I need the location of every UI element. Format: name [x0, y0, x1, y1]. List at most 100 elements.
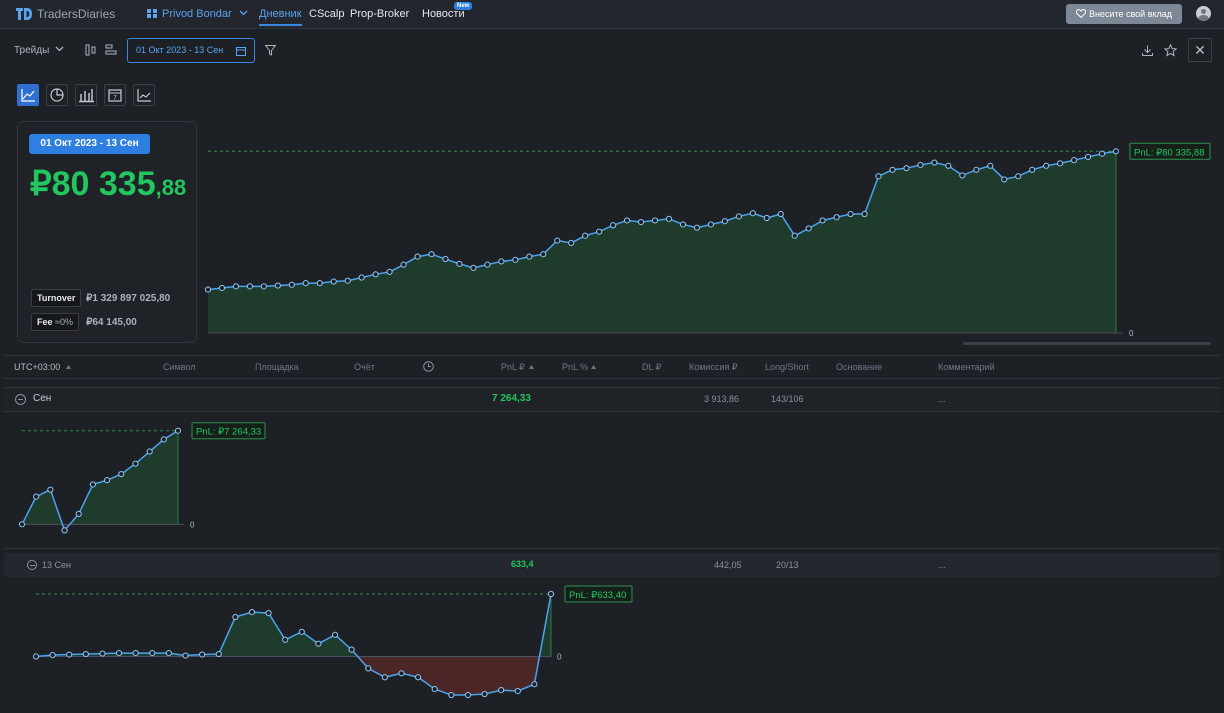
compare-chart-button[interactable]	[133, 84, 155, 106]
data-point[interactable]	[721, 218, 728, 225]
data-point[interactable]	[89, 481, 97, 488]
data-point[interactable]	[623, 217, 631, 224]
data-point[interactable]	[456, 260, 463, 267]
pnl-chart[interactable]: PnL: ₽80 335,88 0	[200, 118, 1220, 350]
data-point[interactable]	[540, 251, 547, 258]
data-point[interactable]	[917, 161, 924, 169]
data-point[interactable]	[315, 640, 322, 647]
data-point[interactable]	[386, 268, 393, 275]
data-point[interactable]	[358, 274, 365, 281]
data-point[interactable]	[232, 613, 239, 621]
data-point[interactable]	[973, 166, 980, 173]
data-point[interactable]	[481, 690, 488, 698]
data-point[interactable]	[372, 271, 379, 278]
data-point[interactable]	[1084, 153, 1092, 161]
data-point[interactable]	[204, 286, 212, 293]
data-point[interactable]	[735, 213, 742, 220]
data-point[interactable]	[1070, 157, 1078, 164]
data-point[interactable]	[651, 217, 659, 224]
data-point[interactable]	[833, 214, 840, 221]
data-point[interactable]	[959, 172, 966, 179]
data-point[interactable]	[547, 590, 555, 598]
nav-diary[interactable]: Дневник	[259, 8, 302, 26]
data-point[interactable]	[1001, 176, 1008, 183]
filter-icon[interactable]	[265, 45, 276, 56]
col-commission[interactable]: Комиссия ₽	[689, 362, 738, 372]
data-point[interactable]	[777, 210, 784, 218]
download-icon[interactable]	[1142, 45, 1153, 56]
data-point[interactable]	[302, 280, 309, 287]
data-point[interactable]	[331, 631, 339, 638]
data-point[interactable]	[945, 162, 952, 169]
data-point[interactable]	[861, 210, 868, 218]
star-icon[interactable]	[1164, 44, 1177, 57]
data-point[interactable]	[484, 261, 491, 268]
data-point[interactable]	[215, 650, 222, 658]
data-point[interactable]	[431, 686, 438, 693]
data-point[interactable]	[637, 218, 645, 226]
data-point[interactable]	[498, 258, 505, 265]
data-point[interactable]	[146, 448, 153, 455]
data-point[interactable]	[498, 687, 505, 694]
day-pnl-chart[interactable]: PnL: ₽633,40 0	[4, 580, 704, 710]
data-point[interactable]	[903, 165, 910, 172]
data-point[interactable]	[246, 283, 254, 290]
col-timezone[interactable]: UTC+03:00	[14, 362, 61, 372]
donate-button[interactable]: Внесите свой вклад	[1066, 4, 1182, 24]
data-point[interactable]	[464, 691, 472, 699]
col-pnl-rub[interactable]: PnL ₽	[501, 362, 525, 372]
avatar[interactable]	[1196, 6, 1211, 21]
table-row[interactable]	[4, 387, 1220, 412]
collapse-icon[interactable]	[15, 394, 26, 405]
data-point[interactable]	[514, 687, 521, 695]
data-point[interactable]	[103, 477, 111, 484]
data-point[interactable]	[99, 650, 106, 657]
col-pnl-pct[interactable]: PnL %	[562, 362, 589, 372]
data-point[interactable]	[66, 651, 73, 658]
data-point[interactable]	[805, 225, 812, 232]
data-point[interactable]	[1098, 150, 1106, 157]
data-point[interactable]	[132, 460, 139, 467]
data-point[interactable]	[115, 649, 123, 657]
data-point[interactable]	[1015, 173, 1022, 180]
data-point[interactable]	[365, 665, 372, 672]
data-point[interactable]	[665, 215, 673, 222]
data-point[interactable]	[1029, 166, 1036, 173]
data-point[interactable]	[987, 162, 994, 169]
data-point[interactable]	[512, 256, 519, 263]
data-point[interactable]	[132, 649, 139, 657]
data-point[interactable]	[18, 521, 26, 528]
view-select[interactable]: Трейды	[14, 45, 64, 56]
data-point[interactable]	[174, 427, 182, 434]
data-point[interactable]	[381, 674, 388, 681]
data-point[interactable]	[82, 650, 89, 658]
nav-news[interactable]: Новости	[422, 8, 465, 20]
col-symbol[interactable]: Символ	[163, 362, 196, 372]
month-pnl-chart[interactable]: PnL: ₽7 264,33 0	[4, 414, 304, 539]
data-point[interactable]	[791, 232, 798, 239]
data-point[interactable]	[875, 173, 882, 180]
data-point[interactable]	[568, 239, 575, 247]
col-long-short[interactable]: Long/Short	[765, 362, 810, 372]
data-point[interactable]	[265, 609, 272, 617]
data-point[interactable]	[160, 436, 167, 443]
data-point[interactable]	[414, 674, 422, 681]
chart-scrollbar[interactable]	[963, 342, 1211, 345]
data-point[interactable]	[470, 264, 477, 271]
data-point[interactable]	[298, 628, 305, 635]
rows-icon[interactable]	[105, 44, 117, 56]
data-point[interactable]	[414, 253, 421, 260]
data-point[interactable]	[260, 283, 267, 290]
data-point[interactable]	[182, 652, 189, 659]
data-point[interactable]	[554, 237, 561, 244]
data-point[interactable]	[288, 281, 295, 288]
data-point[interactable]	[199, 651, 206, 658]
data-point[interactable]	[282, 636, 289, 643]
data-point[interactable]	[316, 280, 323, 287]
calendar-view-button[interactable]: 7	[104, 84, 126, 106]
close-button[interactable]: ✕	[1188, 38, 1212, 62]
data-point[interactable]	[526, 253, 533, 260]
data-point[interactable]	[596, 228, 603, 235]
data-point[interactable]	[707, 221, 714, 228]
col-account[interactable]: Очёт	[354, 362, 375, 372]
